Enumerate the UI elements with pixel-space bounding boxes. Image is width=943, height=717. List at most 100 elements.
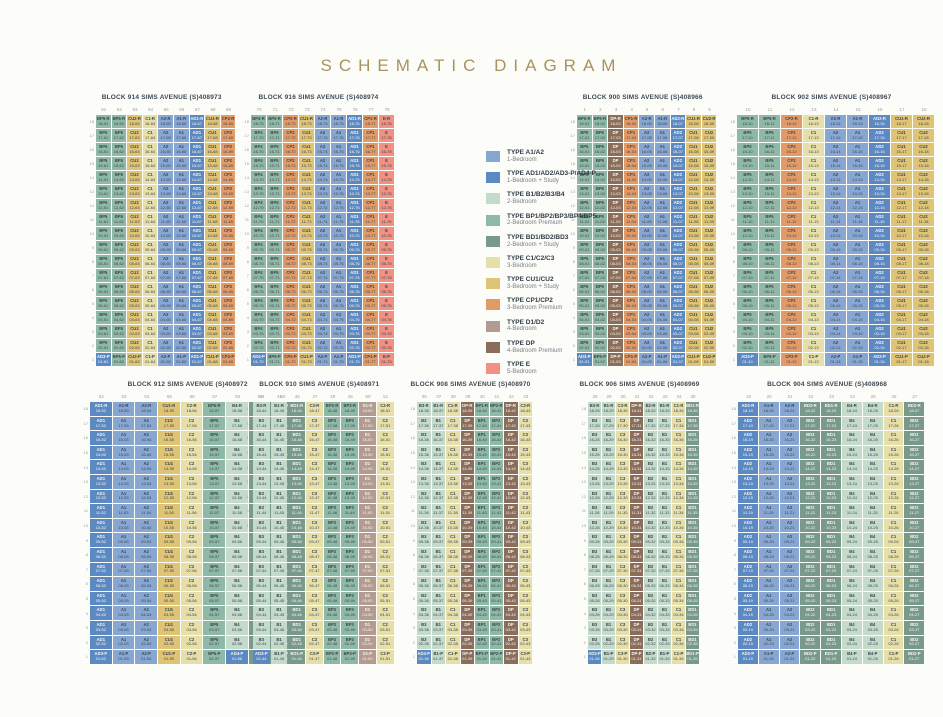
unit-type-label: B1 [605,490,612,496]
unit-type-label: B2 [647,519,654,525]
unit-type-label: CU1 [302,199,311,205]
unit-cell: CP2 11-72 [283,213,298,226]
unit-number: 10-56 [186,524,197,530]
unit-type-label: A1-R [657,115,668,121]
unit-cell: AD2-R 18-16 [869,115,890,128]
unit-number: 12-06 [657,204,668,210]
unit-cell: A1 06-15 [847,283,868,296]
unit-number: 15-49 [344,451,355,457]
unit-number: 15-22 [805,451,816,457]
unit-number: 06-74 [317,288,328,294]
unit-cell: C1 15-38 [446,445,460,460]
unit-number: 02-32 [645,641,656,647]
unit-number: 01-57 [209,656,220,661]
unit-number: 07-35 [687,568,698,574]
unit-cell: A1 09-66 [173,241,189,254]
unit-cell: CU1 03-55 [158,620,180,635]
unit-cell: DP 05-39 [460,591,474,606]
stack-label: 17 [899,107,905,112]
unit-number: 10-23 [825,524,837,530]
unit-number: 05-64 [144,302,156,308]
unit-cell: BP5 15-62 [111,157,127,170]
unit-number: 08-23 [825,553,837,559]
unit-number: 01-33 [659,656,670,661]
unit-number: 03-70 [253,330,264,336]
unit-type-label: C1 [810,213,817,219]
unit-number: 11-32 [645,510,656,516]
unit-type-label: AD1 [96,461,106,467]
unit-type-label: C2 [188,621,195,627]
unit-type-label: BP5 [765,283,774,289]
unit-cell: A1 13-15 [847,185,868,198]
unit-cell: B4 17-58 [226,416,248,431]
unit-number: 02-48 [326,641,338,647]
unit-type-label: B4 [849,534,855,540]
unit-cell: C3 14-30 [616,460,629,474]
unit-type-label: CU1 [302,157,311,163]
unit-type-label: BP5 [99,213,108,219]
unit-cell: AD1 04-52 [90,606,112,620]
stack-label: 30 [620,394,626,399]
unit-number: 15-58 [231,451,243,457]
unit-cell: C3 12-47 [306,489,323,504]
unit-number: 18-32 [645,407,656,413]
unit-type-label: A2-P [784,651,795,657]
unit-number: 05-12 [786,302,797,308]
unit-number: 04-40 [476,612,487,618]
unit-number: 03-21 [784,626,795,632]
unit-cell: B4 05-24 [841,591,862,606]
unit-number: 17-43 [520,422,531,428]
unit-number: 08-20 [763,553,774,559]
unit-cell: A2 02-54 [135,635,158,650]
unit-cell: CP2 17-69 [220,129,236,142]
unit-type-label: A1 [120,461,127,467]
unit-number: 15-23 [825,451,837,457]
unit-type-label: CP1 [627,269,636,275]
unit-cell: AD2 07-19 [738,562,758,577]
unit-number: 04-68 [207,316,218,322]
unit-cell: C1 06-13 [803,283,824,296]
unit-number: 17-49 [344,422,355,428]
unit-cell: A2 16-14 [825,143,846,156]
unit-number: 12-03 [610,204,621,210]
unit-cell: C2 04-56 [180,606,203,620]
unit-type-label: AD2 [875,339,884,345]
unit-number: 16-01 [579,148,590,154]
unit-type-label: BP3 [345,505,354,511]
unit-cell: DP 09-39 [460,533,474,547]
unit-cell: E 15-78 [379,157,394,170]
floor-label: 9 [412,537,415,543]
floor-row: 7 BP4 07-70 BP5 07-71 CP2 07-72 CU1 07-73 A2 07-74… [242,269,395,282]
unit-number: 06-55 [163,583,175,589]
unit-number: 09-33 [659,539,670,545]
unit-number: 16-08 [688,148,699,154]
unit-cell: AD2 12-16 [869,199,890,212]
unit-type-label: B2 [647,417,654,423]
unit-type-label: AD2 [673,157,683,163]
unit-number: 04-76 [349,316,360,322]
unit-number: 09-22 [805,539,816,545]
unit-cell: CU2 15-63 [127,157,142,170]
unit-type-label: A2 [162,325,169,331]
unit-cell: A2 02-05 [639,339,654,352]
unit-cell: BP2 05-41 [489,591,503,606]
floor-label: 10 [570,231,575,236]
unit-type-label: BD1 [688,505,697,511]
unit-number: 13-31 [631,480,642,486]
unit-number: 06-37 [433,583,444,589]
unit-number: 08-69 [222,260,234,266]
floor-row: 16 BP4 16-70 BP5 16-71 CP2 16-72 CU1 16-73 A2 16-7… [242,143,395,156]
unit-type-label: C3 [311,461,318,467]
unit-type-label: B4 [849,519,855,525]
unit-number: 11-28 [589,510,600,516]
unit-type-label: A1 [659,227,665,233]
unit-cell: CP2 15-12 [781,157,802,170]
unit-number: 15-08 [688,162,699,168]
unit-cell: CU1 13-68 [205,185,220,198]
unit-number: 08-55 [163,553,175,559]
unit-number: 15-24 [846,451,857,457]
unit-type-label: AD1 [192,269,202,275]
unit-number: 15-33 [659,451,670,457]
unit-number: 09-19 [742,539,754,545]
unit-type-label: BP5 [210,607,219,613]
